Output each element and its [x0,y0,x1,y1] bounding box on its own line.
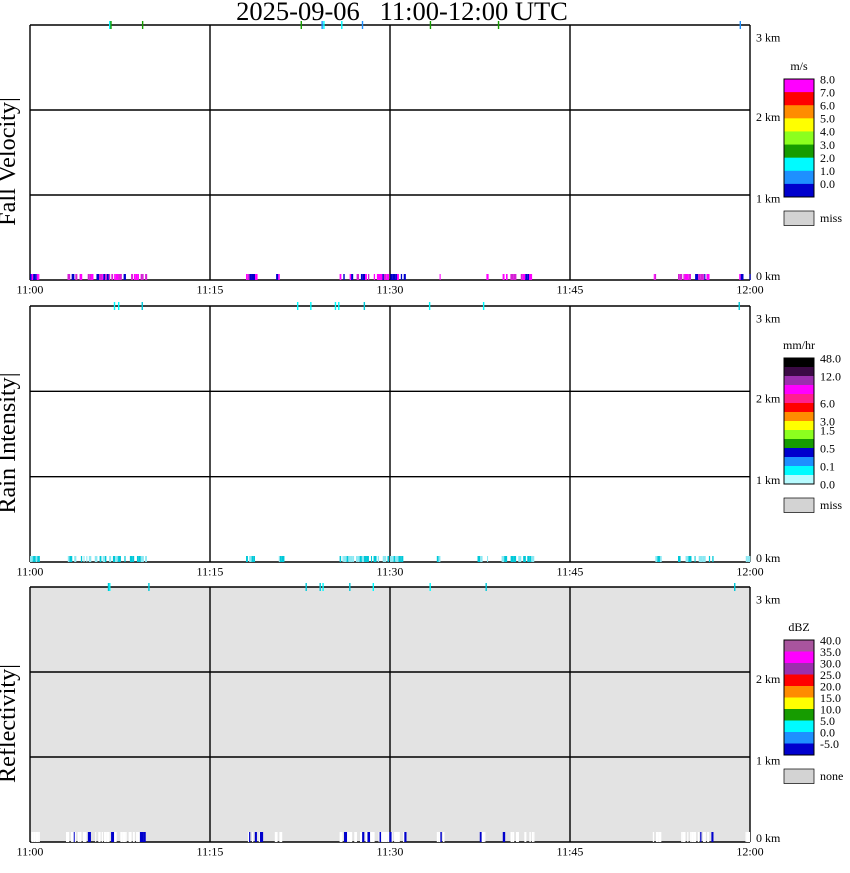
svg-text:miss: miss [820,211,842,225]
svg-text:1 km: 1 km [756,473,781,487]
svg-text:m/s: m/s [790,59,808,73]
svg-text:2.0: 2.0 [820,151,835,165]
svg-text:8.0: 8.0 [820,72,835,86]
svg-text:0.5: 0.5 [820,441,835,455]
svg-text:dBZ: dBZ [788,620,809,634]
svg-text:2025-09-06 11:00-12:00 UTC: 2025-09-06 11:00-12:00 UTC [236,0,568,26]
svg-text:12.0: 12.0 [820,369,841,383]
svg-text:0.0: 0.0 [820,477,835,491]
svg-text:1.5: 1.5 [820,423,835,437]
svg-text:11:30: 11:30 [377,282,404,296]
svg-text:7.0: 7.0 [820,85,835,99]
svg-text:6.0: 6.0 [820,396,835,410]
svg-text:1.0: 1.0 [820,164,835,178]
svg-text:Rain Intensity|: Rain Intensity| [0,372,21,513]
svg-text:11:15: 11:15 [197,282,224,296]
svg-text:3 km: 3 km [756,31,781,45]
svg-text:11:00: 11:00 [17,844,44,858]
svg-text:4.0: 4.0 [820,125,835,139]
svg-text:1 km: 1 km [756,192,781,206]
svg-text:11:15: 11:15 [197,844,224,858]
svg-text:3 km: 3 km [756,312,781,326]
svg-text:mm/hr: mm/hr [783,338,815,352]
svg-text:11:30: 11:30 [377,844,404,858]
svg-text:0 km: 0 km [756,269,781,283]
svg-text:Fall Velocity|: Fall Velocity| [0,97,21,226]
svg-text:0 km: 0 km [756,831,781,845]
svg-text:1 km: 1 km [756,754,781,768]
svg-text:2 km: 2 km [756,391,781,405]
svg-text:0.0: 0.0 [820,177,835,191]
svg-text:miss: miss [820,498,842,512]
svg-text:-5.0: -5.0 [820,737,839,751]
svg-text:2 km: 2 km [756,672,781,686]
svg-text:11:45: 11:45 [557,564,584,578]
svg-text:11:45: 11:45 [557,844,584,858]
svg-text:3.0: 3.0 [820,138,835,152]
svg-text:6.0: 6.0 [820,99,835,113]
svg-text:0.1: 0.1 [820,459,835,473]
svg-text:3 km: 3 km [756,593,781,607]
svg-text:11:00: 11:00 [17,564,44,578]
svg-text:11:00: 11:00 [17,282,44,296]
svg-text:12:00: 12:00 [736,844,763,858]
svg-text:5.0: 5.0 [820,112,835,126]
svg-text:2 km: 2 km [756,110,781,124]
svg-text:12:00: 12:00 [736,564,763,578]
svg-text:11:45: 11:45 [557,282,584,296]
svg-text:0 km: 0 km [756,551,781,565]
svg-text:12:00: 12:00 [736,282,763,296]
svg-text:Reflectivity|: Reflectivity| [0,664,21,783]
svg-text:11:15: 11:15 [197,564,224,578]
svg-text:11:30: 11:30 [377,564,404,578]
svg-text:none: none [820,769,843,783]
svg-text:48.0: 48.0 [820,351,841,365]
